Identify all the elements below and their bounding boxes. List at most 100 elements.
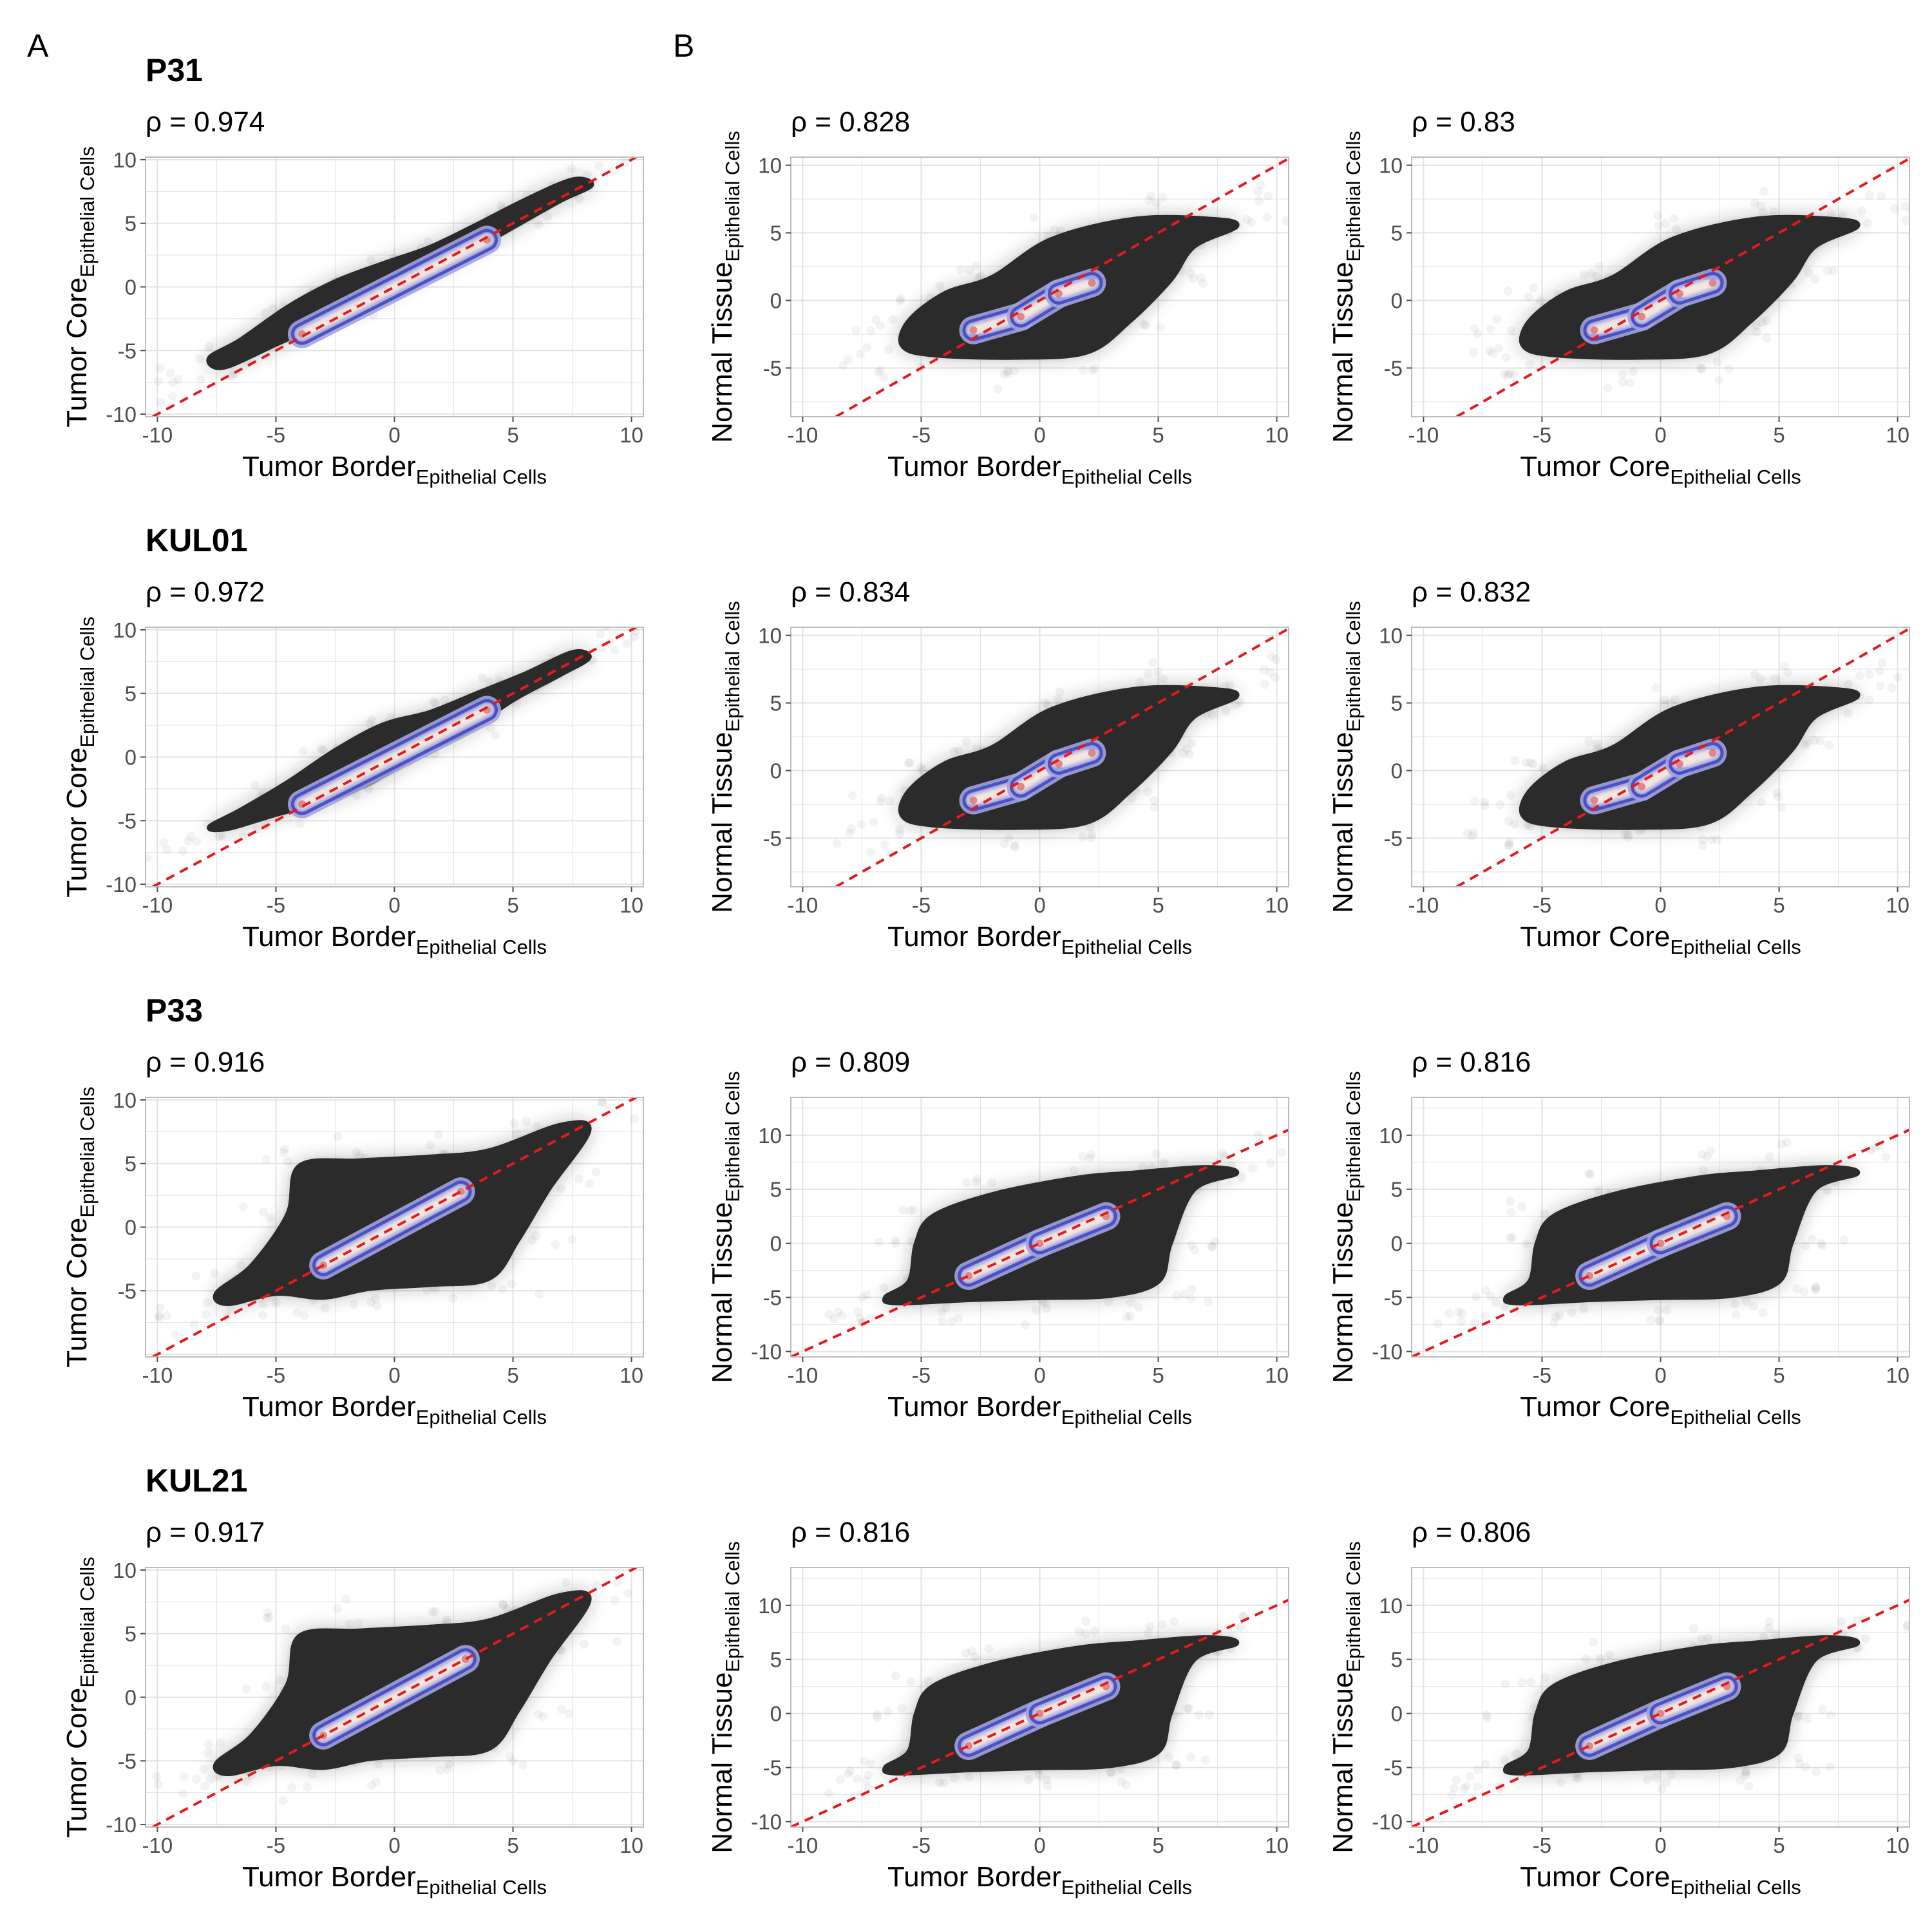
outlier-point — [242, 1684, 251, 1694]
outlier-point — [1714, 375, 1724, 385]
outlier-point — [1473, 329, 1482, 339]
outlier-point — [1698, 1150, 1707, 1159]
outlier-point — [622, 639, 632, 649]
y-tick-label: 0 — [125, 746, 137, 770]
outlier-point — [1482, 1710, 1492, 1720]
x-tick-label: -5 — [267, 893, 285, 917]
outlier-point — [1756, 797, 1766, 807]
x-axis-title: Tumor BorderEpithelial Cells — [242, 1391, 547, 1428]
x-tick-label: 10 — [1265, 1833, 1289, 1857]
outlier-point — [1855, 670, 1864, 680]
outlier-point — [1712, 357, 1722, 367]
outlier-point — [1200, 1756, 1210, 1765]
outlier-point — [1724, 364, 1734, 374]
outlier-point — [227, 372, 236, 381]
outlier-point — [607, 1557, 616, 1566]
outlier-point — [1507, 326, 1517, 336]
outlier-point — [897, 1703, 907, 1713]
identity-line — [791, 1128, 1289, 1357]
outlier-point — [1741, 1767, 1750, 1777]
outlier-point — [956, 265, 965, 274]
outlier-point — [1210, 1236, 1220, 1246]
outlier-point — [1484, 346, 1494, 355]
outlier-point — [1662, 1305, 1671, 1315]
x-tick-label: 5 — [507, 1363, 518, 1387]
outlier-point — [155, 1303, 165, 1312]
outlier-point — [1085, 1153, 1095, 1163]
x-tick-label: 10 — [620, 1833, 643, 1857]
x-axis-title: Tumor CoreEpithelial Cells — [1520, 921, 1801, 958]
outlier-point — [1225, 681, 1235, 690]
outlier-point — [1756, 674, 1765, 683]
outlier-point — [905, 758, 914, 768]
outlier-point — [1143, 787, 1153, 797]
outlier-point — [872, 1710, 882, 1719]
x-tick-label: 5 — [1152, 1363, 1164, 1387]
outlier-point — [261, 308, 270, 318]
y-tick-label: 0 — [1391, 1702, 1403, 1726]
outlier-point — [427, 1607, 437, 1616]
outlier-point — [1864, 670, 1874, 679]
outlier-point — [1773, 792, 1783, 802]
outlier-point — [1247, 218, 1256, 227]
outlier-point — [192, 1774, 202, 1784]
outlier-point — [967, 1647, 977, 1656]
outlier-point — [1434, 1319, 1443, 1329]
outlier-point — [993, 384, 1003, 394]
x-axis-title-main: Tumor Border — [887, 1391, 1061, 1423]
outlier-point — [582, 170, 592, 180]
outlier-point — [448, 1294, 458, 1303]
y-axis-title-main: Normal Tissue — [1327, 732, 1359, 913]
outlier-point — [1915, 1147, 1924, 1156]
outlier-point — [859, 1756, 869, 1766]
outlier-point — [1902, 216, 1909, 225]
outlier-point — [1799, 1287, 1809, 1296]
outlier-point — [1265, 668, 1275, 677]
outlier-point — [261, 1681, 271, 1691]
outlier-point — [594, 161, 604, 171]
plot-area — [791, 1598, 1289, 1827]
outlier-point — [1697, 364, 1707, 374]
y-tick-label: 0 — [1391, 1232, 1403, 1256]
outlier-point — [1836, 1616, 1846, 1626]
plot-area — [835, 157, 1289, 417]
outlier-point — [1042, 1775, 1052, 1785]
outlier-point — [1825, 1762, 1835, 1772]
outlier-point — [1495, 800, 1505, 810]
outlier-point — [1088, 366, 1097, 375]
scatter-panel-9: KUL21 ρ = 0.917 -10 -5 0 5 10 -10 -5 0 5 10 Tumor Bo… — [61, 1463, 644, 1899]
outlier-point — [1262, 213, 1272, 222]
outlier-point — [507, 1279, 516, 1289]
plot-area — [152, 1557, 637, 1827]
outlier-point — [1810, 735, 1819, 745]
outlier-point — [1504, 817, 1513, 826]
outlier-point — [1642, 1775, 1652, 1785]
outlier-point — [1794, 1753, 1803, 1763]
outlier-point — [629, 632, 639, 642]
outlier-point — [1772, 788, 1782, 797]
outlier-point — [1148, 658, 1157, 668]
x-tick-label: 5 — [1773, 423, 1785, 447]
x-tick-label: -5 — [912, 893, 931, 917]
outlier-point — [895, 829, 905, 838]
x-tick-label: -10 — [1408, 423, 1439, 447]
outlier-point — [574, 1174, 584, 1184]
outlier-point — [1584, 1169, 1593, 1179]
outlier-point — [491, 730, 500, 740]
outlier-point — [1584, 736, 1594, 746]
x-tick-label: -10 — [1408, 893, 1439, 917]
outlier-point — [1126, 1298, 1135, 1308]
y-tick-label: -5 — [763, 1756, 782, 1780]
x-tick-label: -5 — [267, 1833, 285, 1857]
identity-line — [791, 1598, 1289, 1827]
outlier-point — [1861, 1634, 1871, 1643]
x-tick-label: -10 — [142, 423, 173, 447]
correlation-label: ρ = 0.816 — [791, 1517, 910, 1548]
outlier-point — [200, 1782, 210, 1792]
correlation-label: ρ = 0.832 — [1412, 576, 1531, 608]
outlier-point — [1741, 1296, 1751, 1306]
outlier-point — [1087, 829, 1097, 839]
outlier-point — [1736, 1776, 1745, 1785]
outlier-point — [354, 1618, 363, 1627]
outlier-point — [303, 1783, 312, 1792]
